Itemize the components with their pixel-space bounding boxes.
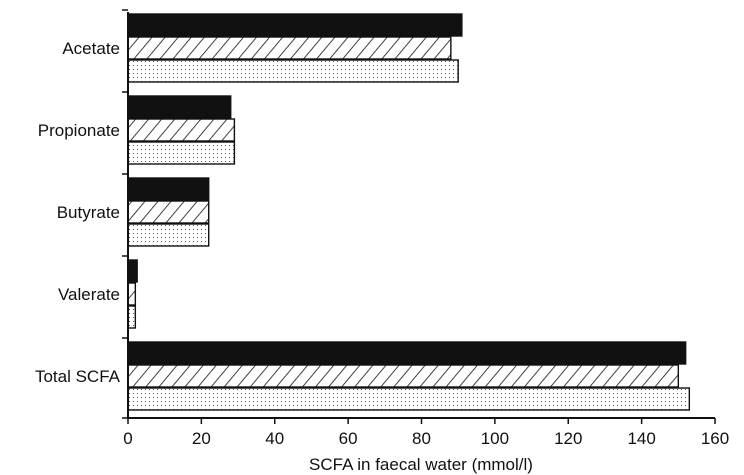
x-tick-label: 100	[481, 429, 509, 448]
bar-acetate-series-3	[127, 59, 459, 83]
bar-valerate-series-3	[127, 305, 137, 329]
x-ticks: 0 20 40 60 80 100 120 140 160	[123, 418, 729, 448]
x-tick-label: 20	[192, 429, 211, 448]
bar-acetate-series-1	[127, 13, 463, 37]
bar-valerate-series-1	[127, 259, 138, 283]
x-tick-label: 140	[627, 429, 655, 448]
bar-butyrate-series-2	[127, 200, 210, 224]
bar-butyrate-series-3	[127, 223, 210, 247]
category-label: Total SCFA	[35, 367, 121, 386]
category-label: Propionate	[38, 121, 120, 140]
bar-total-scfa-series-3	[127, 387, 691, 411]
bar-butyrate-series-1	[127, 177, 210, 201]
category-label: Valerate	[58, 285, 120, 304]
x-tick-label: 80	[412, 429, 431, 448]
bar-propionate-series-3	[127, 141, 236, 165]
bar-propionate-series-2	[127, 118, 236, 142]
category-label: Acetate	[62, 39, 120, 58]
bars-group	[127, 13, 691, 411]
bar-valerate-series-2	[127, 282, 137, 306]
bar-total-scfa-series-1	[127, 341, 687, 365]
bar-propionate-series-1	[127, 95, 232, 119]
x-tick-label: 0	[123, 429, 132, 448]
category-labels: Acetate Propionate Butyrate Valerate Total S…	[35, 39, 121, 386]
bar-total-scfa-series-2	[127, 364, 680, 388]
x-tick-label: 40	[265, 429, 284, 448]
bar-acetate-series-2	[127, 36, 452, 60]
x-tick-label: 60	[339, 429, 358, 448]
x-axis-title: SCFA in faecal water (mmol/l)	[309, 455, 533, 474]
x-tick-label: 160	[701, 429, 729, 448]
category-label: Butyrate	[57, 203, 120, 222]
x-tick-label: 120	[554, 429, 582, 448]
